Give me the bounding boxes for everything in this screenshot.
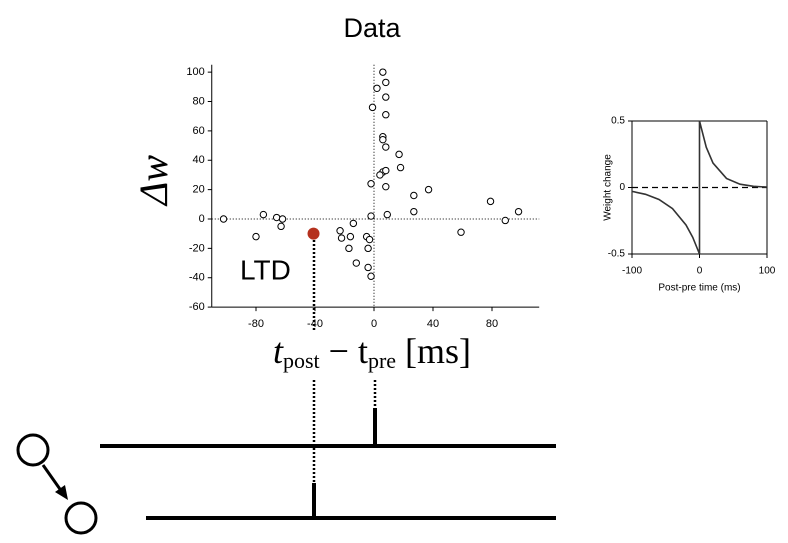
data-point: [349, 219, 358, 228]
x-tick-label: 0: [697, 266, 703, 277]
data-point: [373, 84, 381, 92]
x-tick-label: -80: [248, 318, 264, 330]
y-tick-label: 100: [186, 66, 204, 78]
x-tick-label: 40: [427, 318, 439, 330]
x-tick-label: 80: [486, 318, 498, 330]
x-tick-label: 0: [371, 318, 377, 330]
annotation: LTD: [240, 254, 291, 285]
x-axis-label: Post-pre time (ms): [658, 283, 740, 294]
data-point: [337, 234, 346, 242]
data-point: [382, 78, 390, 87]
data-point: [277, 222, 285, 231]
neuron: [64, 501, 98, 535]
data-point: [395, 150, 403, 159]
data-point: [424, 185, 433, 194]
data-point: [382, 111, 390, 119]
x-axis-label-part: pre: [368, 348, 396, 373]
inset-chart: -0.5 0 0.5 -100 0 100 Post-pre time (ms) Weight…: [603, 116, 776, 294]
data-point: [364, 263, 372, 272]
data-point: [379, 135, 387, 144]
y-tick-label: 0: [199, 213, 205, 225]
y-tick-label: -0.5: [608, 249, 626, 260]
data-point: [219, 215, 228, 223]
data-point: [364, 244, 372, 253]
y-tick-label: 40: [193, 154, 205, 166]
data-point: [368, 103, 377, 112]
x-axis-label-part: [ms]: [396, 331, 471, 371]
data-point: [457, 228, 465, 236]
x-tick-label: 100: [759, 266, 776, 277]
highlight-point: [307, 227, 320, 240]
data-point: [382, 166, 390, 175]
curve: [631, 120, 768, 255]
data-point: [410, 191, 418, 200]
data-point: [486, 197, 495, 206]
spike-diagram: [16, 240, 556, 535]
data-point: [252, 232, 260, 241]
data-point: [382, 182, 390, 191]
y-tick-label: 0.5: [611, 116, 625, 127]
data-point: [367, 272, 375, 280]
x-axis-label-part: − t: [320, 331, 368, 371]
data-point: [501, 216, 509, 225]
y-tick-label: 60: [193, 125, 205, 137]
x-tick-label: -100: [622, 266, 642, 277]
neuron: [16, 433, 50, 467]
data-point: [383, 210, 391, 219]
data-point: [514, 207, 523, 216]
data-point: [352, 259, 360, 267]
data-point: [336, 227, 344, 235]
data-point: [272, 213, 281, 222]
data-point: [367, 180, 375, 188]
x-axis-label-part: t: [273, 331, 284, 371]
data-point: [345, 244, 353, 253]
y-tick-label: 20: [193, 184, 205, 196]
data-point: [365, 235, 374, 244]
chart-title: Data: [343, 13, 401, 43]
y-tick-label: -40: [189, 272, 205, 284]
data-point: [367, 212, 375, 220]
y-tick-label: 0: [619, 182, 625, 193]
y-axis-label: Δw: [131, 155, 176, 207]
y-axis-label: Weight change: [603, 154, 614, 221]
data-point: [410, 207, 418, 216]
x-tick-label: -40: [307, 318, 323, 330]
data-point: [382, 93, 390, 101]
x-axis-label: tpost − tpre [ms]: [273, 331, 471, 373]
data-point: [376, 171, 384, 179]
data-point: [346, 232, 355, 241]
data-point: [379, 68, 387, 76]
y-tick-label: -60: [189, 301, 205, 313]
x-axis-label-part: post: [283, 348, 320, 373]
arrow-head: [55, 485, 68, 500]
synapse-arrow: [41, 464, 64, 493]
y-tick-label: -20: [189, 242, 205, 254]
data-point: [396, 163, 405, 172]
y-tick-label: 80: [193, 95, 205, 107]
data-point: [259, 210, 268, 219]
data-point: [278, 215, 287, 223]
data-point: [382, 143, 390, 151]
